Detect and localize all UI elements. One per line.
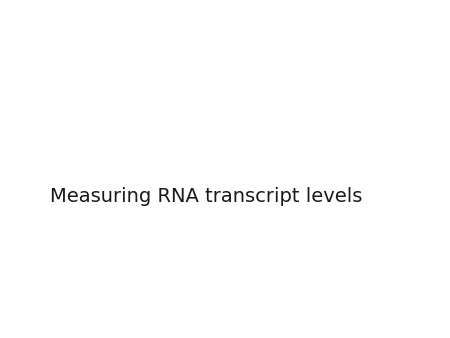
Text: Measuring RNA transcript levels: Measuring RNA transcript levels — [50, 187, 362, 206]
